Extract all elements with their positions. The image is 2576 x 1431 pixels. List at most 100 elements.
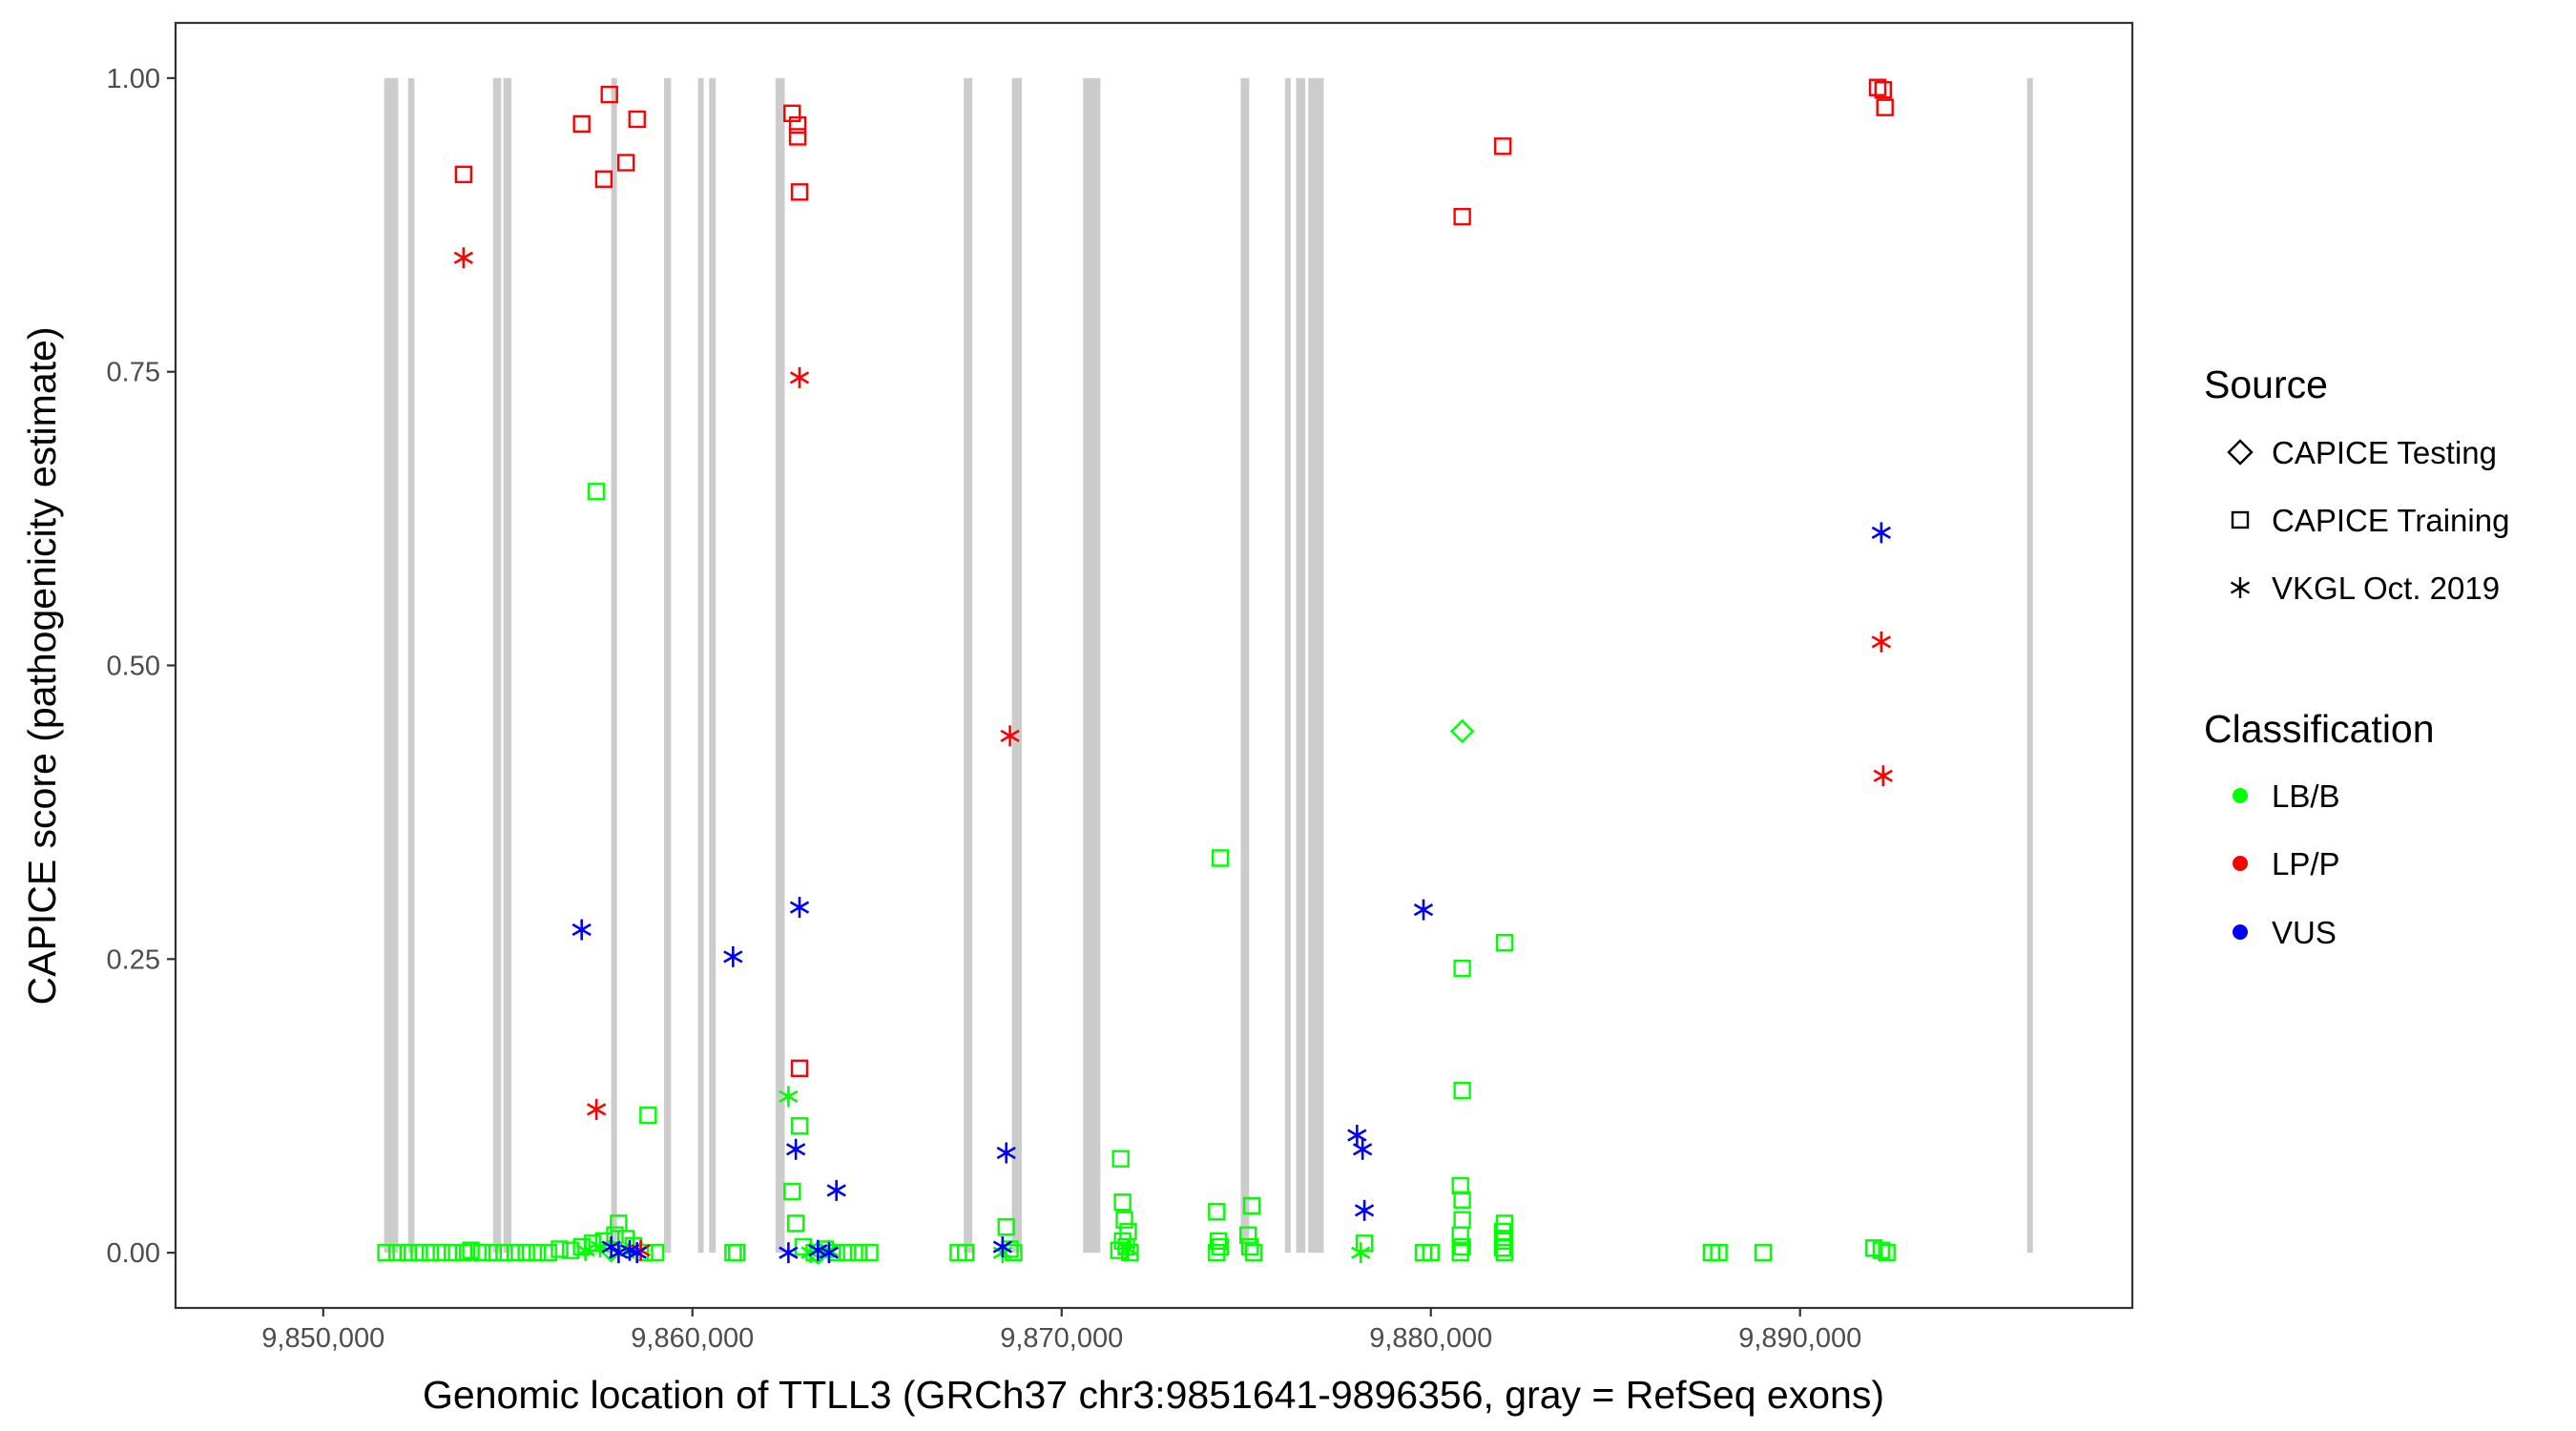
point-square-lbb: [1113, 1192, 1132, 1212]
point-diamond-lbb: [1449, 718, 1475, 744]
y-tick-label: 0.50: [107, 652, 160, 682]
y-axis: 0.00 0.25 0.50 0.75 1.00: [107, 64, 176, 1269]
point-asterisk-vus: [1413, 899, 1434, 921]
point-square-lbb: [1493, 1239, 1512, 1257]
point-square-lbb: [1211, 849, 1230, 867]
point-square-lbb: [783, 1182, 801, 1201]
point-square-lbb: [849, 1243, 868, 1262]
point-square-lbb: [1451, 1243, 1469, 1262]
point-square-lbb: [1453, 1237, 1471, 1256]
point-square-lbb: [1710, 1243, 1728, 1262]
point-asterisk-vus: [819, 1242, 840, 1264]
exon-band: [1083, 77, 1101, 1254]
point-square-lpp: [594, 170, 613, 188]
point-square-lbb: [1495, 1243, 1514, 1262]
point-square-lpp: [1493, 137, 1512, 156]
exon-band: [407, 77, 415, 1254]
y-tick-label: 1.00: [107, 64, 160, 94]
point-square-lbb: [1111, 1150, 1130, 1168]
legend-swatch-vus: [2233, 924, 2248, 940]
exon-band: [697, 77, 704, 1254]
point-asterisk-vus: [808, 1239, 828, 1261]
point-square-lbb: [506, 1243, 525, 1262]
point-square-lpp: [788, 128, 807, 146]
point-square-lbb: [1453, 1082, 1471, 1100]
point-square-lbb: [1872, 1241, 1891, 1259]
point-square-lpp: [616, 154, 635, 172]
point-square-lpp: [600, 85, 618, 104]
legend-label-vus: VUS: [2272, 915, 2337, 950]
point-asterisk-lpp: [789, 366, 810, 388]
point-square-lpp: [1876, 98, 1894, 116]
point-asterisk-lbb: [575, 1239, 595, 1261]
point-asterisk-vus: [789, 897, 810, 919]
point-asterisk-vus: [992, 1235, 1012, 1257]
point-square-lbb: [728, 1243, 746, 1262]
point-asterisk-vus: [1354, 1199, 1375, 1221]
point-square-lpp: [572, 114, 591, 134]
point-square-lpp: [783, 104, 801, 123]
x-tick-label: 9,870,000: [1000, 1323, 1123, 1354]
point-asterisk-vus: [996, 1142, 1016, 1164]
point-asterisk-lbb: [1118, 1238, 1138, 1260]
point-asterisk-lpp: [1873, 765, 1893, 787]
point-square-lbb: [639, 1106, 657, 1125]
exon-band: [1296, 77, 1306, 1254]
exon-band: [2026, 77, 2033, 1254]
exon-band: [384, 77, 399, 1254]
y-tick-label: 0.75: [107, 358, 160, 388]
legend-entry-vkgl: [2230, 577, 2251, 598]
point-square-lbb: [539, 1243, 558, 1262]
point-square-lpp: [454, 165, 473, 184]
point-square-lbb: [1244, 1243, 1263, 1262]
legend-source-title: Source: [2204, 363, 2328, 406]
exon-band: [1308, 77, 1324, 1254]
point-asterisk-lpp: [1000, 725, 1020, 747]
point-square-lbb: [472, 1243, 491, 1262]
point-square-lpp: [628, 110, 646, 129]
point-square-lbb: [956, 1243, 975, 1262]
legend-label-vkgl: VKGL Oct. 2019: [2272, 570, 2500, 606]
exon-band: [1284, 77, 1291, 1254]
legend-entry-capice-testing: CAPICE Testing: [2227, 435, 2497, 470]
point-asterisk-vus: [779, 1242, 799, 1264]
point-square-lbb: [1238, 1226, 1257, 1244]
point-asterisk-vus: [571, 919, 592, 941]
diamond-icon: [2227, 439, 2254, 466]
legend-label-capice-testing: CAPICE Testing: [2272, 435, 2497, 470]
point-square-lbb: [529, 1243, 547, 1262]
x-tick-label: 9,860,000: [631, 1323, 754, 1354]
x-tick-label: 9,850,000: [261, 1323, 384, 1354]
exon-band: [611, 77, 617, 1254]
exon-band-layer: [384, 77, 2033, 1254]
legend-label-lpp: LP/P: [2272, 846, 2340, 881]
point-square-lbb: [561, 1241, 580, 1259]
legend-classification-title: Classification: [2204, 707, 2435, 751]
point-square-lbb: [1208, 1243, 1226, 1262]
point-square-lbb: [1208, 1202, 1226, 1221]
square-icon: [2231, 510, 2250, 529]
point-square-lbb: [1240, 1237, 1259, 1256]
point-asterisk-vus: [1352, 1138, 1373, 1160]
point-square-lbb: [462, 1241, 480, 1259]
legend-swatch-lbb: [2233, 788, 2248, 803]
point-asterisk-vus: [1347, 1125, 1367, 1147]
point-asterisk-vus: [601, 1235, 621, 1257]
point-square-lbb: [646, 1243, 665, 1262]
x-axis-title: Genomic location of TTLL3 (GRCh37 chr3:9…: [423, 1373, 1884, 1417]
point-square-lbb: [1453, 959, 1471, 978]
x-axis: 9,850,000 9,860,000 9,870,000 9,880,000 9,89…: [261, 1308, 1861, 1354]
point-square-lbb: [1453, 1191, 1471, 1209]
point-square-lbb: [410, 1243, 428, 1262]
point-square-lbb: [1493, 1222, 1512, 1241]
y-tick-label: 0.00: [107, 1238, 160, 1269]
point-asterisk-lpp: [1871, 631, 1892, 653]
point-asterisk-vus: [785, 1138, 806, 1160]
point-square-lbb: [1211, 1237, 1230, 1256]
point-square-lbb: [1495, 933, 1514, 952]
exon-band: [775, 77, 785, 1254]
point-asterisk-vus: [627, 1242, 647, 1264]
point-square-lbb: [551, 1240, 569, 1258]
point-asterisk-lpp: [587, 1098, 607, 1120]
